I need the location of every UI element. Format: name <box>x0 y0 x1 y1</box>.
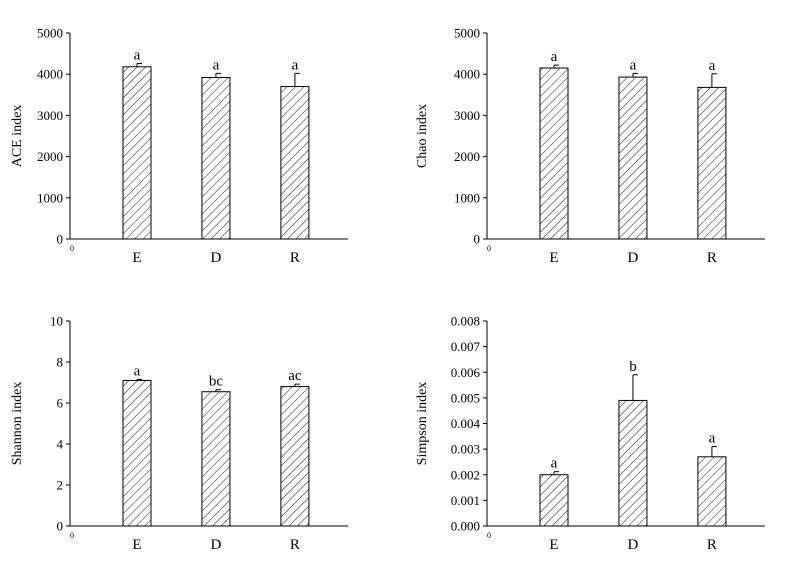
chart-panel-4: 0.000 0.001 0.002 0.003 0.004 0.005 0.006 0.007… <box>415 314 765 553</box>
y-tick-label: 0.006 <box>451 365 481 380</box>
y-tick-label: 1000 <box>37 190 63 205</box>
y-axis-title: Chao index <box>415 104 430 168</box>
chart-panel-2: 0 1000 2000 3000 4000 5000 Chao index 0 a Ea Da R <box>415 26 765 266</box>
chart-panel-3: 0 2 4 6 8 10 Shannon index 0 a Ebc Dac R <box>10 314 348 553</box>
y-tick-label: 0 <box>57 232 64 247</box>
significance-label-D: a <box>213 57 220 73</box>
significance-label-D: bc <box>209 374 224 390</box>
category-label-E: E <box>132 537 141 553</box>
y-tick-label: 4000 <box>37 67 63 82</box>
y-axis-title: Shannon index <box>10 382 25 466</box>
y-tick-label: 1000 <box>454 190 480 205</box>
origin-label: 0 <box>70 531 74 540</box>
significance-label-R: a <box>292 57 299 73</box>
y-tick-label: 0.002 <box>451 467 480 482</box>
bar-E <box>122 66 152 240</box>
y-tick-label: 6 <box>57 396 64 411</box>
y-tick-label: 0.001 <box>451 493 480 508</box>
bar-E <box>122 379 152 527</box>
category-label-R: R <box>707 250 717 266</box>
bar-D <box>201 391 231 527</box>
bar-R <box>697 86 727 240</box>
y-tick-label: 3000 <box>454 108 480 123</box>
y-tick-label: 0.003 <box>451 442 480 457</box>
y-tick-label: 0.008 <box>451 314 480 329</box>
category-label-D: D <box>211 250 222 266</box>
bar-D <box>201 76 231 240</box>
y-tick-label: 0.000 <box>451 519 480 534</box>
y-tick-label: 3000 <box>37 108 63 123</box>
significance-label-E: a <box>134 47 141 63</box>
y-tick-label: 5000 <box>37 26 63 41</box>
y-tick-label: 0.004 <box>451 416 481 431</box>
category-label-R: R <box>290 537 300 553</box>
y-tick-label: 0.005 <box>451 390 480 405</box>
origin-label: 0 <box>487 531 491 540</box>
y-tick-label: 8 <box>57 355 64 370</box>
bar-D <box>618 399 648 527</box>
significance-label-E: a <box>134 363 141 379</box>
y-axis-title: ACE index <box>10 105 25 168</box>
y-tick-label: 5000 <box>454 26 480 41</box>
category-label-R: R <box>707 537 717 553</box>
y-tick-label: 4 <box>57 437 64 452</box>
significance-label-R: a <box>709 58 716 74</box>
y-tick-label: 0 <box>57 519 64 534</box>
category-label-E: E <box>132 250 141 266</box>
y-tick-label: 0 <box>474 232 481 247</box>
bar-D <box>618 76 648 240</box>
bar-R <box>280 386 310 527</box>
category-label-D: D <box>628 250 639 266</box>
y-axis-title: Simpson index <box>415 382 430 466</box>
y-tick-label: 10 <box>50 314 63 329</box>
significance-label-D: b <box>629 359 637 375</box>
category-label-E: E <box>549 250 558 266</box>
bar-E <box>539 474 569 527</box>
y-tick-label: 2000 <box>37 149 63 164</box>
chart-panel-1: 0 1000 2000 3000 4000 5000 ACE index 0 a Ea Da R <box>10 26 348 266</box>
y-tick-label: 4000 <box>454 67 480 82</box>
y-tick-label: 0.007 <box>451 339 481 354</box>
category-label-E: E <box>549 537 558 553</box>
category-label-D: D <box>628 537 639 553</box>
category-label-R: R <box>290 250 300 266</box>
significance-label-R: ac <box>288 368 302 384</box>
significance-label-R: a <box>709 431 716 447</box>
origin-label: 0 <box>487 244 491 253</box>
bar-E <box>539 67 569 240</box>
significance-label-D: a <box>630 57 637 73</box>
significance-label-E: a <box>551 49 558 65</box>
category-label-D: D <box>211 537 222 553</box>
bar-R <box>697 456 727 527</box>
y-tick-label: 2 <box>57 478 64 493</box>
y-tick-label: 2000 <box>454 149 480 164</box>
bar-R <box>280 86 310 240</box>
origin-label: 0 <box>70 244 74 253</box>
significance-label-E: a <box>551 456 558 472</box>
